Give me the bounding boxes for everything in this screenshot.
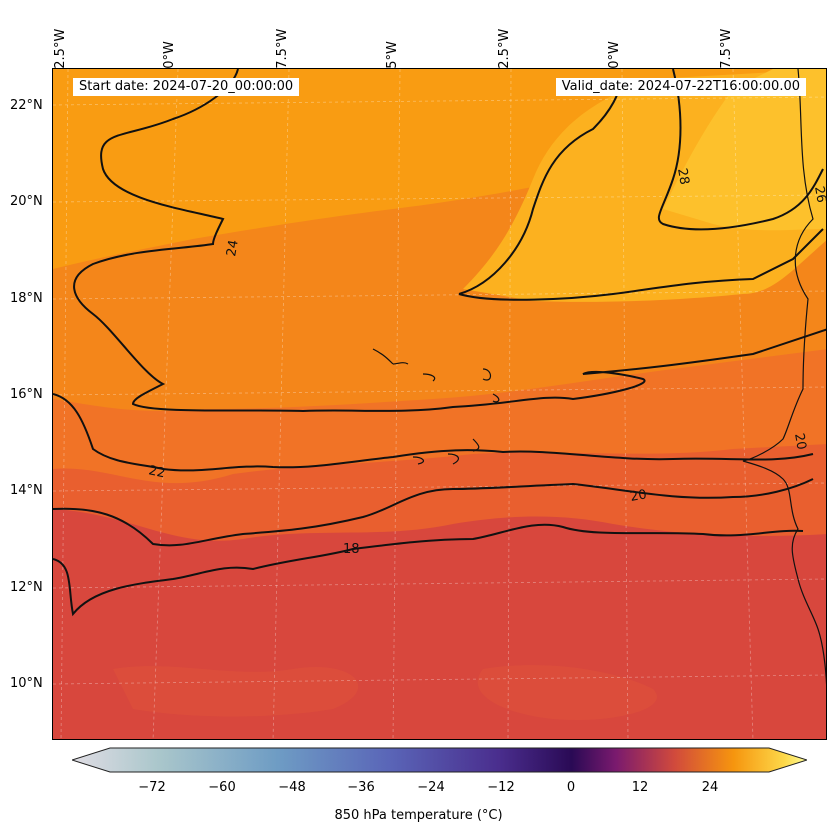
contour-26-28 bbox=[73, 69, 826, 413]
cb-tick-12: 12 bbox=[631, 780, 649, 795]
lat-label-10n: 10°N bbox=[10, 676, 43, 691]
map-panel[interactable]: 28 26 24 22 20 20 18 Start date: 2024-07… bbox=[52, 68, 827, 740]
lat-label-12n: 12°N bbox=[10, 580, 43, 595]
field-hottest-ne bbox=[663, 69, 826, 231]
cb-tick-neg48: −48 bbox=[278, 780, 306, 795]
cb-tick-0: 0 bbox=[566, 780, 576, 795]
contour-label-24: 24 bbox=[224, 239, 242, 258]
colorbar-body bbox=[72, 747, 807, 773]
cb-tick-neg72: −72 bbox=[138, 780, 166, 795]
contour-18 bbox=[53, 523, 804, 617]
contour-label-18: 18 bbox=[343, 542, 360, 557]
colorbar-label: 850 hPa temperature (°C) bbox=[334, 808, 503, 823]
contour-28-inner bbox=[458, 78, 624, 295]
lat-label-20n: 20°N bbox=[10, 194, 43, 209]
cb-tick-neg12: −12 bbox=[487, 780, 515, 795]
contour-label-group: 28 26 24 22 20 20 18 bbox=[147, 167, 827, 557]
lat-label-22n: 22°N bbox=[10, 98, 43, 113]
contour-20 bbox=[53, 478, 814, 547]
contour-label-22: 22 bbox=[147, 463, 166, 481]
contour-28-b bbox=[458, 228, 824, 301]
contour-label-26: 26 bbox=[811, 185, 827, 204]
contour-label-20-east: 20 bbox=[791, 432, 809, 451]
contour-label-20: 20 bbox=[629, 487, 648, 505]
lat-label-18n: 18°N bbox=[10, 291, 43, 306]
lat-label-14n: 14°N bbox=[10, 483, 43, 498]
coastlines bbox=[372, 69, 826, 686]
start-date-label: Start date: 2024-07-20_00:00:00 bbox=[73, 78, 300, 96]
field-south-patch-1 bbox=[113, 666, 359, 717]
cb-tick-neg60: −60 bbox=[208, 780, 236, 795]
temperature-colorbar bbox=[72, 747, 807, 773]
temperature-field-map: 28 26 24 22 20 20 18 bbox=[53, 69, 827, 739]
graticule bbox=[53, 69, 826, 739]
cb-tick-neg24: −24 bbox=[417, 780, 445, 795]
africa-coast bbox=[742, 69, 826, 686]
valid-date-label: Valid_date: 2024-07-22T16:00:00.00 bbox=[555, 78, 806, 96]
contour-lines bbox=[53, 69, 826, 617]
cb-tick-24: 24 bbox=[701, 780, 719, 795]
cape-verde-islands bbox=[372, 348, 500, 465]
contour-label-28: 28 bbox=[674, 167, 692, 186]
contour-28-ne bbox=[657, 69, 824, 231]
cb-tick-neg36: −36 bbox=[347, 780, 375, 795]
contour-22 bbox=[53, 393, 814, 472]
lat-label-16n: 16°N bbox=[10, 387, 43, 402]
field-south-patch-2 bbox=[477, 665, 657, 720]
